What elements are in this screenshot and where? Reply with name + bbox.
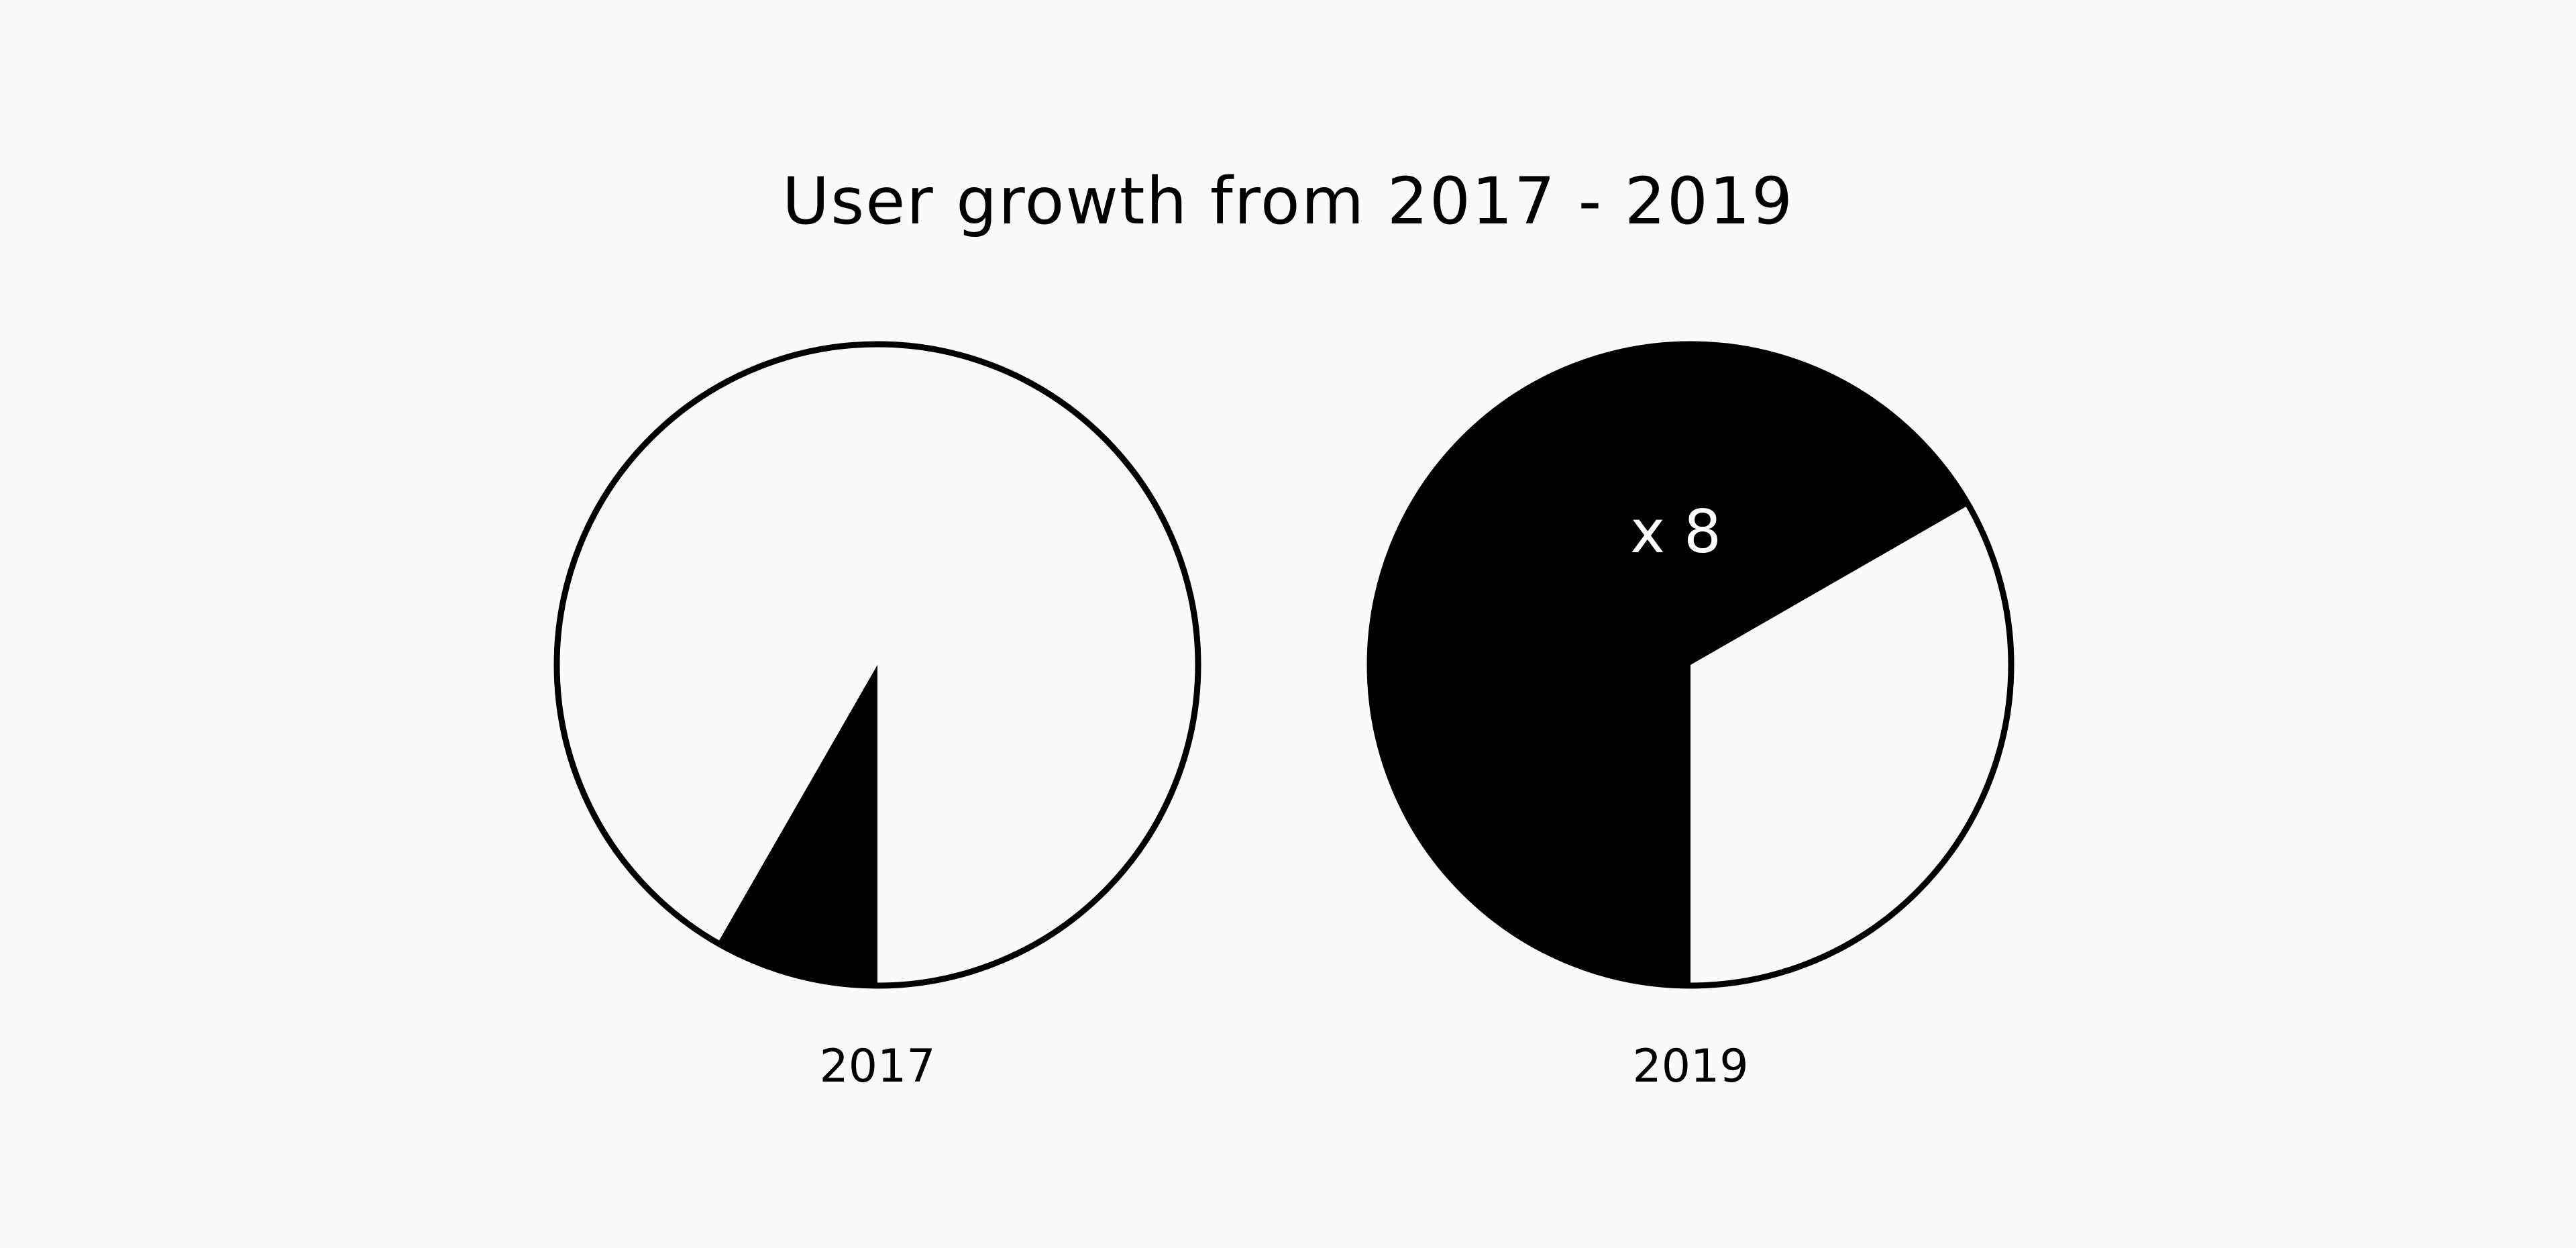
pie-2017: 2017	[553, 341, 1201, 1093]
pie-label: 2017	[819, 1040, 935, 1093]
growth-annotation: x 8	[1630, 497, 1721, 566]
pie-slice-filled	[1367, 342, 1971, 988]
pie-label: 2019	[1632, 1040, 1748, 1093]
chart-title: User growth from 2017 - 2019	[782, 164, 1794, 239]
pie-2019: x 8 2019	[1366, 341, 2015, 1093]
pie-slice-filled	[716, 665, 877, 988]
